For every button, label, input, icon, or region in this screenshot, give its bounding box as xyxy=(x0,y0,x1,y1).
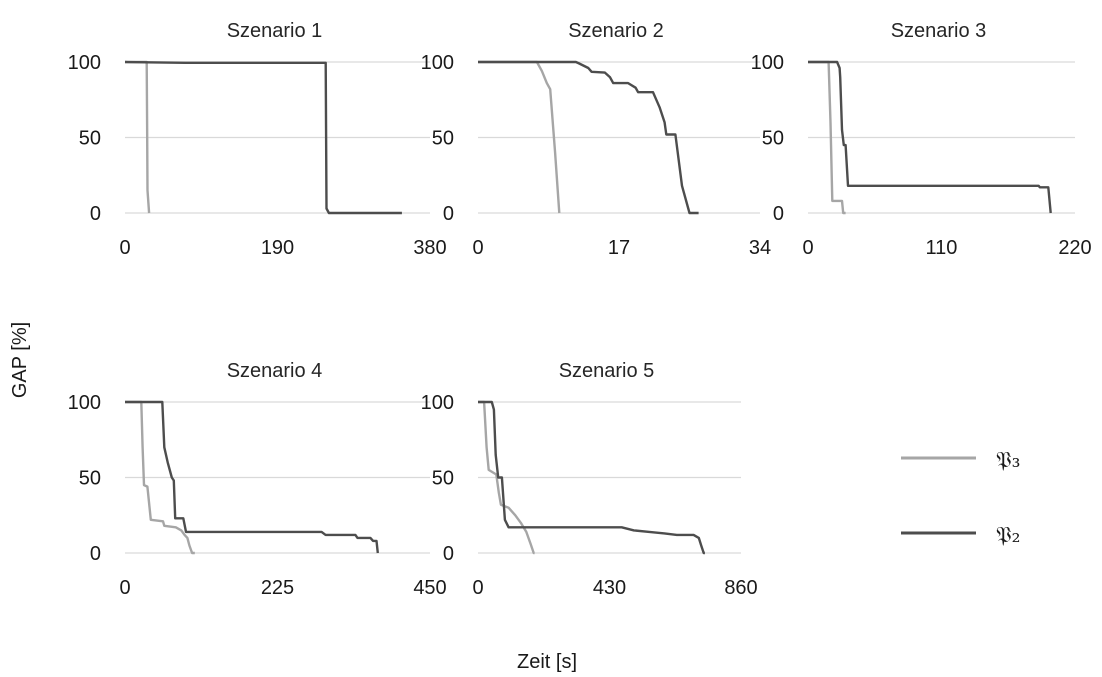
szenario-3-title: Szenario 3 xyxy=(891,20,987,42)
szenario-5-y-tick-label: 100 xyxy=(421,392,454,414)
szenario-4-y-tick-label: 100 xyxy=(68,392,101,414)
szenario-1-y-tick-label: 0 xyxy=(90,203,101,225)
szenario-4-x-tick-label: 450 xyxy=(413,577,446,599)
szenario-2-y-tick-label: 50 xyxy=(432,128,454,150)
szenario-5-title: Szenario 5 xyxy=(559,360,655,382)
szenario-1-x-tick-label: 190 xyxy=(261,237,294,259)
szenario-3-x-tick-label: 0 xyxy=(802,237,813,259)
szenario-2-x-tick-label: 0 xyxy=(472,237,483,259)
y-axis-label: GAP [%] xyxy=(9,322,31,398)
szenario-1-title: Szenario 1 xyxy=(227,20,323,42)
szenario-1-x-tick-label: 0 xyxy=(119,237,130,259)
szenario-4-x-tick-label: 0 xyxy=(119,577,130,599)
szenario-4-x-tick-label: 225 xyxy=(261,577,294,599)
panels: Szenario 1 0 50 100 0 190 380 Szenario 2 0 50 100 0… xyxy=(68,20,1092,599)
szenario-3-y-tick-label: 100 xyxy=(751,52,784,74)
szenario-1-y-tick-label: 50 xyxy=(79,128,101,150)
szenario-2-y-tick-label: 100 xyxy=(421,52,454,74)
szenario-3-x-tick-label: 220 xyxy=(1058,237,1091,259)
szenario-2-x-tick-label: 34 xyxy=(749,237,771,259)
szenario-2-panel: Szenario 2 0 50 100 0 17 34 xyxy=(421,20,772,259)
szenario-4-panel: Szenario 4 0 50 100 0 225 450 xyxy=(68,360,447,599)
szenario-2-x-tick-label: 17 xyxy=(608,237,630,259)
szenario-5-y-tick-label: 50 xyxy=(432,468,454,490)
legend: 𝔓₃ 𝔓₂ xyxy=(901,448,1020,548)
szenario-1-y-tick-label: 100 xyxy=(68,52,101,74)
szenario-5-x-tick-label: 430 xyxy=(593,577,626,599)
legend-label-p2: 𝔓₂ xyxy=(996,523,1020,548)
szenario-5-x-tick-label: 860 xyxy=(724,577,757,599)
szenario-4-title: Szenario 4 xyxy=(227,360,323,382)
szenario-4-y-tick-label: 0 xyxy=(90,543,101,565)
szenario-5-x-tick-label: 0 xyxy=(472,577,483,599)
szenario-1-x-tick-label: 380 xyxy=(413,237,446,259)
szenario-3-y-tick-label: 50 xyxy=(762,128,784,150)
szenario-2-y-tick-label: 0 xyxy=(443,203,454,225)
szenario-1-panel: Szenario 1 0 50 100 0 190 380 xyxy=(68,20,447,259)
szenario-4-y-tick-label: 50 xyxy=(79,468,101,490)
szenario-2-title: Szenario 2 xyxy=(568,20,664,42)
szenario-3-x-tick-label: 110 xyxy=(926,237,958,259)
szenario-3-y-tick-label: 0 xyxy=(773,203,784,225)
x-axis-label: Zeit [s] xyxy=(517,651,577,673)
szenario-5-panel: Szenario 5 0 50 100 0 430 860 xyxy=(421,360,758,599)
szenario-3-panel: Szenario 3 0 50 100 0 110 220 xyxy=(751,20,1092,259)
szenario-5-y-tick-label: 0 xyxy=(443,543,454,565)
legend-label-p3: 𝔓₃ xyxy=(996,448,1020,473)
